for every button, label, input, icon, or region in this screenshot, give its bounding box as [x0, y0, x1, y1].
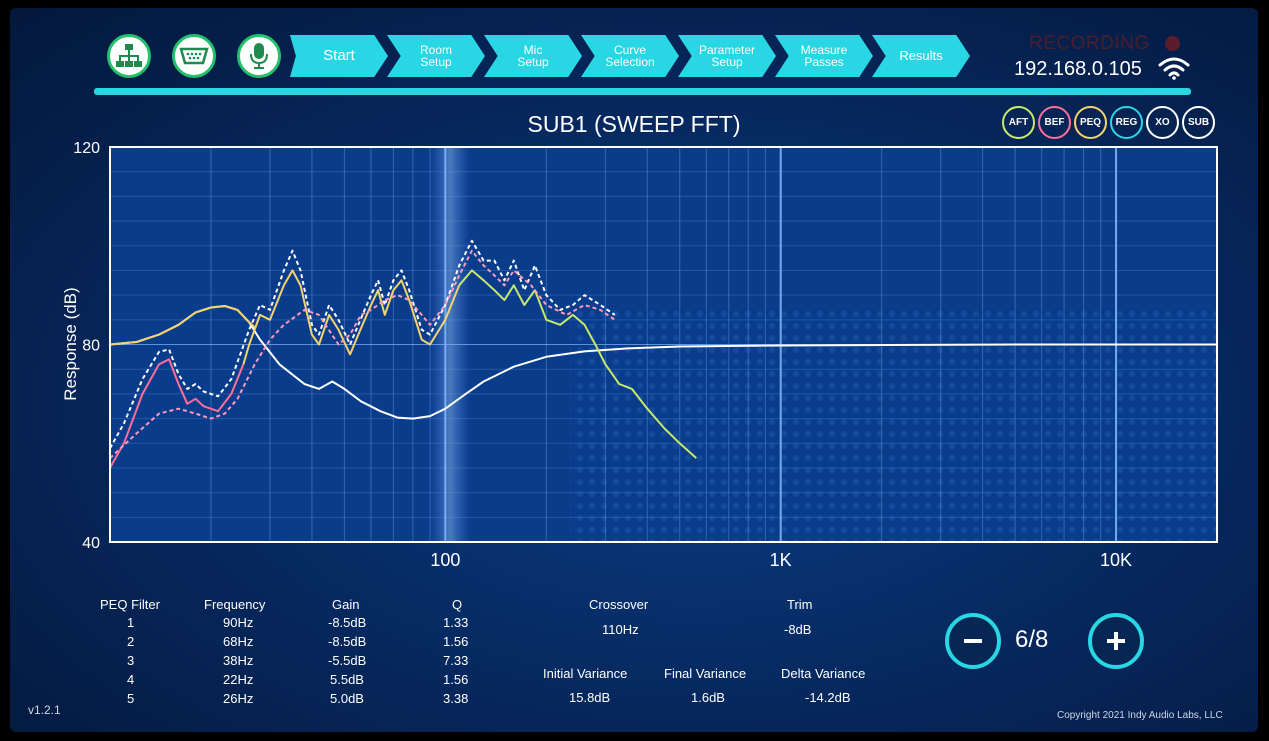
x-tick-label: 10K [1100, 550, 1132, 570]
step-label: Room Setup [419, 43, 452, 69]
crossover-value: 110Hz [602, 622, 639, 637]
step-results[interactable]: Results [872, 35, 970, 77]
peq-cell: 5.0dB [330, 691, 364, 706]
minus-icon [964, 639, 982, 643]
peq-cell: 1.56 [443, 672, 469, 687]
step-label: Mic Setup [517, 43, 549, 69]
peq-header-q: Q [452, 597, 463, 612]
plot-texture [570, 308, 1217, 542]
peq-cell: -5.5dB [328, 653, 367, 668]
peq-cell: 3.38 [443, 691, 469, 706]
peq-header-gain: Gain [332, 597, 360, 612]
chart-series [109, 239, 1217, 469]
previous-button[interactable] [945, 613, 1001, 669]
step-label: Measure Passes [800, 43, 848, 69]
copyright: Copyright 2021 Indy Audio Labs, LLC [1057, 710, 1223, 721]
peq-header-frequency: Frequency [204, 597, 266, 612]
series-line [109, 358, 245, 469]
peq-cell: -8.5dB [328, 634, 367, 649]
peq-cell: 5.5dB [330, 672, 364, 687]
badge-reg[interactable]: REG [1110, 106, 1143, 139]
crossover-label: Crossover [589, 597, 649, 612]
badge-xo[interactable]: XO [1146, 106, 1179, 139]
step-measure-passes[interactable]: Measure Passes [775, 35, 873, 77]
chart-title: SUB1 (SWEEP FFT) [527, 111, 741, 137]
next-button[interactable] [1088, 613, 1144, 669]
step-room-setup[interactable]: Room Setup [387, 35, 485, 77]
y-tick-label: 40 [82, 535, 100, 552]
peq-cell: -8.5dB [328, 615, 367, 630]
plot-frame [109, 146, 1218, 543]
network-icon [116, 44, 142, 67]
initial-variance-value: 15.8dB [569, 690, 611, 705]
peq-cell: 68Hz [223, 634, 254, 649]
step-label: Start [323, 47, 355, 64]
x-tick-label: 100 [430, 550, 460, 570]
peq-cell: 1.33 [443, 615, 469, 630]
app-screen: Start Room Setup Mic Setup Curve Selection … [10, 8, 1258, 732]
badge-peq[interactable]: PEQ [1074, 106, 1107, 139]
delta-variance-value: -14.2dB [805, 690, 851, 705]
peq-cell: 3 [127, 653, 135, 668]
recording-indicator [1165, 36, 1180, 51]
badge-bef[interactable]: BEF [1038, 106, 1071, 139]
peq-cell: 5 [127, 691, 135, 706]
serial-port-icon [179, 47, 209, 65]
plus-icon [1107, 632, 1125, 650]
series-line [109, 239, 616, 449]
serial-port-button[interactable] [172, 34, 216, 78]
microphone-icon [250, 43, 268, 69]
peq-cell: 1.56 [443, 634, 469, 649]
trim-label: Trim [787, 597, 813, 612]
peq-cell: 1 [127, 615, 135, 630]
step-label: Parameter Setup [698, 43, 756, 69]
initial-variance-label: Initial Variance [543, 666, 628, 681]
final-variance-label: Final Variance [664, 666, 747, 681]
app-version: v1.2.1 [28, 703, 61, 717]
wifi-icon [1158, 57, 1190, 80]
microphone-button[interactable] [237, 34, 281, 78]
peq-cell: 4 [127, 672, 135, 687]
peq-cell: 26Hz [223, 691, 254, 706]
peq-header-filter: PEQ Filter [100, 597, 160, 612]
peq-cell: 90Hz [223, 615, 254, 630]
series-line [242, 269, 461, 365]
step-parameter-setup[interactable]: Parameter Setup [678, 35, 776, 77]
peq-cell: 7.33 [443, 653, 469, 668]
y-tick-label: 80 [82, 338, 100, 355]
peq-cell: 22Hz [223, 672, 254, 687]
recording-status: RECORDING [1029, 33, 1150, 54]
badge-sub[interactable]: SUB [1182, 106, 1215, 139]
y-axis-label: Response (dB) [61, 287, 80, 400]
series-line [109, 305, 256, 346]
peq-cell: 38Hz [223, 653, 254, 668]
progress-bar [94, 88, 1191, 95]
series-line [458, 269, 697, 459]
y-tick-label: 120 [73, 140, 100, 157]
delta-variance-label: Delta Variance [781, 666, 866, 681]
badge-aft[interactable]: AFT [1002, 106, 1035, 139]
ip-address: 192.168.0.105 [1014, 58, 1142, 80]
trim-value: -8dB [784, 622, 812, 637]
step-curve-selection[interactable]: Curve Selection [581, 35, 679, 77]
final-variance-value: 1.6dB [691, 690, 725, 705]
step-mic-setup[interactable]: Mic Setup [484, 35, 582, 77]
page-indicator: 6/8 [1015, 626, 1049, 653]
x-tick-label: 1K [770, 550, 792, 570]
frequency-response-chart: 120 80 40 100 1K 10K Response (dB) [61, 140, 1218, 570]
step-label: Curve Selection [605, 43, 655, 69]
network-button[interactable] [107, 34, 151, 78]
step-label: Results [899, 48, 943, 63]
step-start[interactable]: Start [290, 35, 388, 77]
peq-cell: 2 [127, 634, 135, 649]
chart-ticks: 120 80 40 100 1K 10K [73, 140, 1132, 570]
